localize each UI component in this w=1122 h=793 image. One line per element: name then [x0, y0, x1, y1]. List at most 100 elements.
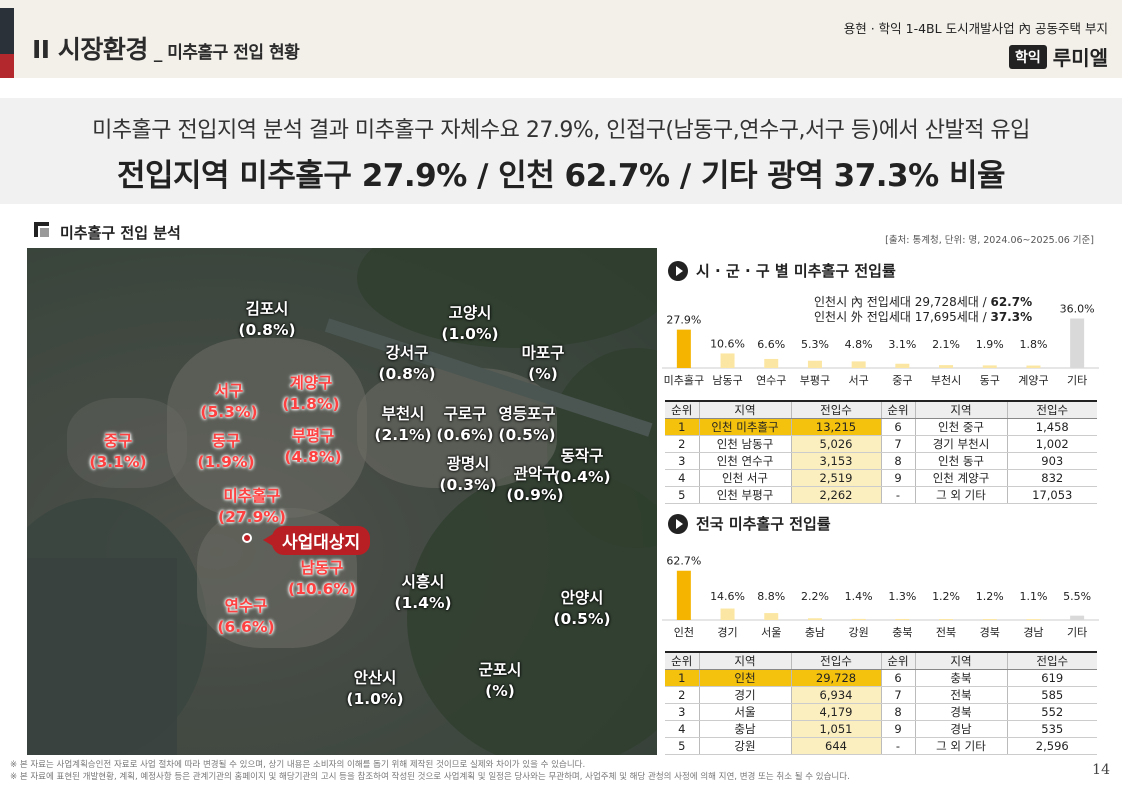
- bar-충남: [807, 618, 822, 620]
- table-cell: 2,519: [790, 469, 881, 487]
- map-label-percent: (2.1%): [374, 426, 432, 444]
- table-row: 4 인천 서구 2,519 9 인천 계양구 832: [665, 469, 1097, 487]
- table-cell: 832: [1006, 469, 1097, 487]
- table-row: 5 강원 644- 그 외 기타 2,596: [665, 737, 1097, 755]
- table-header-cell: 지역: [698, 651, 791, 670]
- map-label-name: 안산시: [353, 669, 397, 687]
- map-label-name: 연수구: [224, 597, 268, 615]
- table-cell: 충남: [698, 720, 791, 738]
- bar-value-label: 1.1%: [1019, 590, 1047, 603]
- map-label-20: 안양시 (0.5%): [553, 588, 610, 630]
- bar-value-label: 2.2%: [801, 590, 829, 603]
- table-cell: 3: [665, 452, 699, 470]
- bar-value-label: 8.8%: [757, 590, 785, 603]
- map-label-percent: (0.5%): [553, 610, 611, 628]
- table-cell: 6: [880, 669, 915, 687]
- table-cell: 17,053: [1006, 486, 1097, 504]
- table-row: 2 경기 6,934 7 전북 585: [665, 686, 1097, 704]
- table-row: 1 인천 미추홀구 13,215 6 인천 중구 1,458: [665, 418, 1097, 436]
- table-cell: 7: [880, 435, 915, 453]
- bar-남동구: [720, 353, 735, 368]
- category-label: 연수구: [756, 374, 786, 387]
- category-label: 인천: [674, 625, 694, 639]
- table-cell: 1,458: [1006, 418, 1097, 436]
- table-header-row: 순위 지역 전입수 순위 지역 전입수: [665, 651, 1097, 670]
- footnote-1: ※ 본 자료는 사업계획승인전 자료로 사업 절차에 따라 변경될 수 있으며,…: [10, 760, 586, 770]
- bar-서울: [764, 613, 779, 620]
- table-cell: 4,179: [790, 703, 881, 721]
- table-row: 4 충남 1,051 9 경남 535: [665, 720, 1097, 738]
- map-label-16: 미추홀구 (27.9%): [218, 486, 286, 528]
- category-label: 경북: [980, 626, 1000, 639]
- map-label-percent: (1.0%): [346, 690, 404, 708]
- table-header-cell: 순위: [880, 400, 915, 419]
- map-label-percent: (0.9%): [506, 486, 564, 504]
- map-label-name: 관악구: [513, 465, 557, 483]
- project-name: 용현 · 학익 1-4BL 도시개발사업 內 공동주택 부지: [843, 21, 1108, 36]
- map-label-14: 광명시 (0.3%): [439, 454, 496, 496]
- map-label-name: 고양시: [448, 304, 492, 322]
- map-label-percent: (3.1%): [89, 453, 147, 471]
- map-label-name: 광명시: [446, 455, 490, 473]
- map-label-percent: (1.8%): [282, 395, 340, 413]
- map-label-8: 구로구 (0.6%): [436, 404, 493, 446]
- map-label-7: 부천시 (2.1%): [374, 404, 431, 446]
- section-corner-icon: [34, 222, 49, 237]
- table-cell: 1,051: [790, 720, 881, 738]
- table-cell: 경북: [914, 703, 1007, 721]
- ranking-table-sigungu: 순위 지역 전입수 순위 지역 전입수 1 인천 미추홀구 13,215 6 인천 중구 1,458 2…: [665, 400, 1097, 504]
- note-line1: 인천시 內 전입세대 29,728세대 /: [814, 295, 991, 309]
- category-label: 계양구: [1018, 374, 1048, 387]
- table-cell: 경기: [698, 686, 791, 704]
- map-label-percent: (%): [528, 365, 558, 383]
- header-accent-dark: [0, 8, 14, 54]
- category-label: 전북: [936, 626, 956, 639]
- map-label-13: 동작구 (0.4%): [553, 446, 610, 488]
- table-cell: 2: [665, 435, 699, 453]
- map-label-name: 군포시: [478, 661, 522, 679]
- table-cell: -: [880, 737, 915, 755]
- table-cell: 인천: [698, 669, 791, 687]
- map-label-percent: (0.4%): [553, 468, 611, 486]
- brand-logo: 학익 루미엘: [1009, 42, 1108, 71]
- bar-value-label: 36.0%: [1060, 303, 1095, 316]
- map-label-name: 부천시: [381, 405, 425, 423]
- table-cell: 2,596: [1006, 737, 1097, 755]
- table-cell: 4: [665, 469, 699, 487]
- table-cell: 인천 연수구: [698, 452, 791, 470]
- table-cell: 경기 부천시: [914, 435, 1007, 453]
- panel1-title: 시 · 군 · 구 별 미추홀구 전입률: [668, 260, 896, 281]
- table-cell: 9: [880, 469, 915, 487]
- summary-line-2: 전입지역 미추홀구 27.9% / 인천 62.7% / 기타 광역 37.3%…: [116, 158, 1006, 194]
- map-label-name: 계양구: [289, 374, 333, 392]
- map-label-percent: (0.3%): [439, 476, 497, 494]
- map-label-1: 김포시 (0.8%): [238, 299, 295, 341]
- bar-연수구: [764, 358, 779, 368]
- table-cell: 인천 남동구: [698, 435, 791, 453]
- table-header-cell: 지역: [698, 400, 791, 419]
- category-label: 동구: [980, 374, 1000, 387]
- play-bullet-icon: [668, 260, 688, 281]
- table-cell: 인천 부평구: [698, 486, 791, 504]
- map-label-name: 김포시: [245, 300, 289, 318]
- bar-value-label: 1.2%: [932, 590, 960, 603]
- bar-value-label: 4.8%: [845, 338, 873, 351]
- bar-동구: [982, 365, 997, 368]
- bar-value-label: 1.9%: [976, 338, 1004, 351]
- map-label-10: 중구 (3.1%): [89, 431, 146, 473]
- header-accent-red: [0, 54, 14, 78]
- map-label-name: 시흥시: [401, 573, 445, 591]
- table-header-cell: 전입수: [790, 400, 881, 419]
- bar-value-label: 27.9%: [666, 314, 701, 327]
- table-row: 2 인천 남동구 5,026 7 경기 부천시 1,002: [665, 435, 1097, 453]
- table-header-cell: 지역: [914, 651, 1007, 670]
- bar-강원: [851, 618, 866, 620]
- map-label-22: 안산시 (1.0%): [346, 668, 403, 710]
- bar-충북: [895, 618, 910, 620]
- map-label-name: 마포구: [521, 344, 565, 362]
- table-cell: 535: [1006, 720, 1097, 738]
- section-subtitle: _ 미추홀구 전입 현황: [153, 43, 300, 63]
- note-line2-value: 37.3%: [990, 310, 1033, 324]
- bar-기타: [1070, 615, 1085, 620]
- table-header-cell: 전입수: [790, 651, 881, 670]
